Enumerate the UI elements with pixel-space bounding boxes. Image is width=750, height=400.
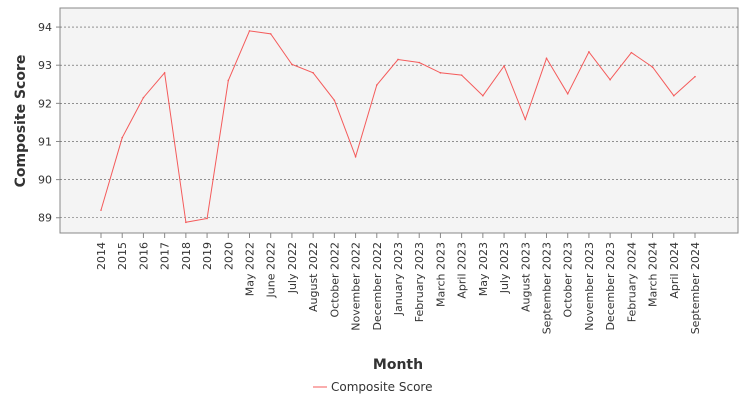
x-tick-label: September 2024 bbox=[689, 242, 702, 334]
data-point bbox=[333, 99, 336, 102]
data-point bbox=[206, 217, 208, 220]
data-point bbox=[185, 221, 187, 224]
x-tick-label: December 2022 bbox=[371, 242, 384, 331]
y-tick-label: 89 bbox=[38, 212, 52, 225]
y-axis-title: Composite Score bbox=[13, 55, 29, 188]
x-axis-ticks: 2014 2015 2016 2017 2018 2019 2020 May 2022 June… bbox=[95, 233, 702, 334]
data-point bbox=[672, 94, 675, 97]
data-point bbox=[269, 33, 272, 35]
x-tick-label: September 2023 bbox=[541, 242, 554, 334]
data-point bbox=[312, 72, 314, 74]
data-point bbox=[142, 96, 145, 99]
x-tick-label: August 2022 bbox=[307, 242, 320, 312]
x-tick-label: 2016 bbox=[137, 242, 150, 270]
x-tick-label: January 2023 bbox=[392, 242, 405, 316]
data-point bbox=[609, 78, 611, 81]
data-point bbox=[227, 79, 230, 82]
data-point bbox=[566, 93, 569, 95]
gridlines bbox=[60, 26, 738, 219]
data-point bbox=[482, 94, 484, 97]
x-tick-label: December 2023 bbox=[604, 242, 617, 331]
x-tick-label: April 2023 bbox=[456, 242, 469, 299]
y-tick-label: 94 bbox=[38, 21, 52, 34]
x-tick-label: February 2023 bbox=[413, 242, 426, 322]
y-tick-label: 92 bbox=[38, 97, 52, 110]
data-point bbox=[694, 75, 696, 78]
x-tick-label: November 2023 bbox=[583, 242, 596, 331]
legend-label-composite-score: Composite Score bbox=[331, 380, 432, 394]
data-point bbox=[630, 51, 633, 54]
data-point bbox=[651, 66, 654, 68]
x-tick-label: 2019 bbox=[201, 242, 214, 270]
y-axis-ticks: 89 90 91 92 93 94 bbox=[38, 21, 60, 225]
x-tick-label: 2020 bbox=[222, 242, 235, 270]
data-point bbox=[418, 61, 421, 64]
data-point bbox=[354, 155, 357, 158]
x-tick-label: October 2022 bbox=[328, 242, 341, 318]
data-point bbox=[439, 72, 442, 74]
x-tick-label: March 2024 bbox=[647, 242, 660, 307]
data-point bbox=[248, 30, 251, 32]
x-tick-label: July 2023 bbox=[498, 242, 511, 294]
plot-area bbox=[59, 7, 739, 234]
x-tick-label: November 2022 bbox=[350, 242, 363, 331]
data-point bbox=[460, 74, 463, 76]
x-tick-label: June 2022 bbox=[265, 242, 278, 298]
x-tick-label: 2017 bbox=[159, 242, 172, 270]
x-tick-label: 2018 bbox=[180, 242, 193, 270]
data-point bbox=[545, 57, 548, 60]
x-tick-label: October 2023 bbox=[562, 242, 575, 318]
legend: Composite Score bbox=[313, 380, 432, 394]
data-point bbox=[397, 58, 399, 61]
x-tick-label: August 2023 bbox=[519, 242, 532, 312]
x-tick-label: May 2023 bbox=[477, 242, 490, 296]
x-tick-label: March 2023 bbox=[434, 242, 447, 307]
y-tick-label: 91 bbox=[38, 135, 52, 148]
data-point bbox=[100, 209, 102, 211]
x-tick-label: July 2022 bbox=[286, 242, 299, 294]
data-point bbox=[524, 118, 527, 121]
data-point bbox=[588, 51, 590, 53]
data-point bbox=[121, 136, 124, 139]
y-tick-label: 90 bbox=[38, 174, 52, 187]
data-point bbox=[375, 84, 378, 86]
x-tick-label: 2015 bbox=[116, 242, 129, 270]
data-point bbox=[291, 63, 293, 66]
data-point bbox=[163, 72, 166, 74]
x-tick-label: 2014 bbox=[95, 242, 108, 270]
y-tick-label: 93 bbox=[38, 59, 52, 72]
x-tick-label: February 2024 bbox=[625, 242, 638, 322]
x-tick-label: April 2024 bbox=[668, 242, 681, 299]
data-points bbox=[100, 30, 696, 224]
x-axis-title: Month bbox=[373, 357, 423, 373]
data-point bbox=[503, 65, 505, 67]
x-tick-label: May 2022 bbox=[244, 242, 257, 296]
